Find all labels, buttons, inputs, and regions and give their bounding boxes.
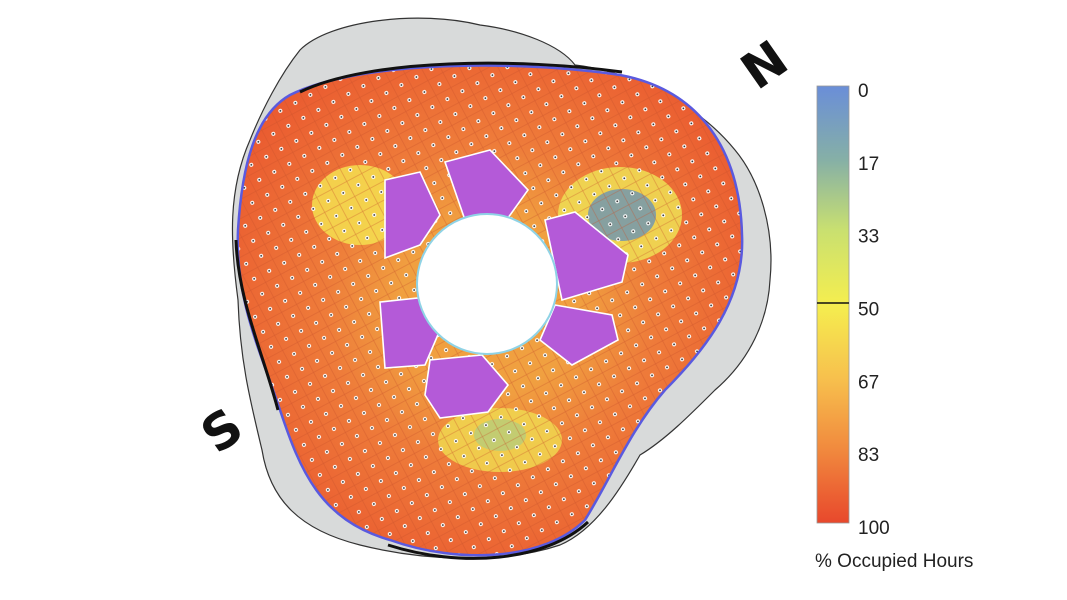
core-zone-nw — [384, 171, 441, 260]
north-marker: N — [731, 29, 799, 101]
legend-color-bar — [816, 85, 850, 524]
core-zone-ne — [544, 211, 629, 302]
legend-tick-label: 50 — [858, 300, 879, 321]
legend-tick-label: 0 — [858, 81, 869, 102]
legend-tick-label: 33 — [858, 227, 879, 248]
legend-tick-label: 67 — [858, 372, 879, 393]
south-marker: S — [191, 397, 254, 465]
core-zone-n — [443, 149, 530, 223]
core-zone-se — [539, 304, 619, 366]
legend-tick-label: 17 — [858, 154, 879, 175]
legend-tick-label: 100 — [858, 518, 890, 539]
core-zones — [379, 149, 629, 419]
legend-title: % Occupied Hours — [815, 551, 973, 572]
central-atrium — [416, 213, 558, 355]
legend-tick-label: 83 — [858, 445, 879, 466]
core-zone-s — [424, 354, 510, 419]
color-legend: 0 17 33 50 67 83 100 % Occupied Hours — [815, 81, 973, 572]
